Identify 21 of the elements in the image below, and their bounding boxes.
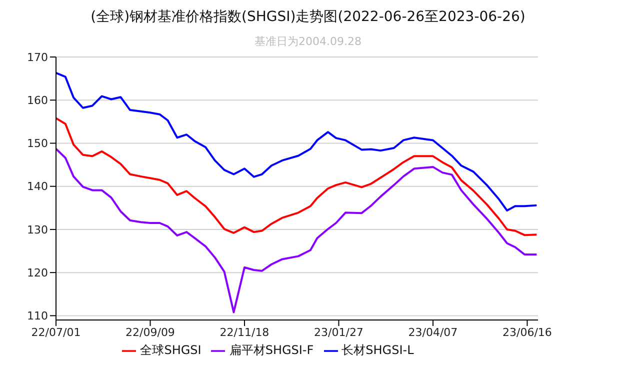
y-tick-label: 160 [27, 94, 48, 108]
line-series [56, 72, 538, 212]
y-tick-label: 110 [27, 310, 48, 323]
x-tick-label: 22/09/09 [126, 326, 175, 339]
x-tick-label: 22/11/18 [220, 326, 270, 339]
x-tick-label: 23/06/16 [502, 326, 552, 339]
legend-label: 长材SHGSI-L [342, 343, 414, 357]
legend-label: 全球SHGSI [140, 343, 202, 357]
y-tick-label: 170 [27, 50, 48, 64]
y-tick-label: 130 [27, 223, 48, 236]
x-tick-label: 23/04/07 [408, 326, 458, 339]
legend-label: 扁平材SHGSI-F [229, 343, 314, 357]
y-tick-label: 140 [27, 180, 48, 194]
chart-title: (全球)钢材基准价格指数(SHGSI)走势图(2022-06-26至2023-06-26) [90, 8, 526, 26]
chart-subtitle: 基准日为2004.09.28 [254, 34, 362, 49]
line-series [56, 117, 538, 236]
y-tick-label: 150 [27, 137, 48, 150]
line-series [56, 148, 538, 314]
x-tick-label: 23/01/27 [314, 326, 364, 339]
y-tick-label: 120 [27, 266, 48, 280]
x-tick-label: 22/07/01 [31, 326, 81, 339]
